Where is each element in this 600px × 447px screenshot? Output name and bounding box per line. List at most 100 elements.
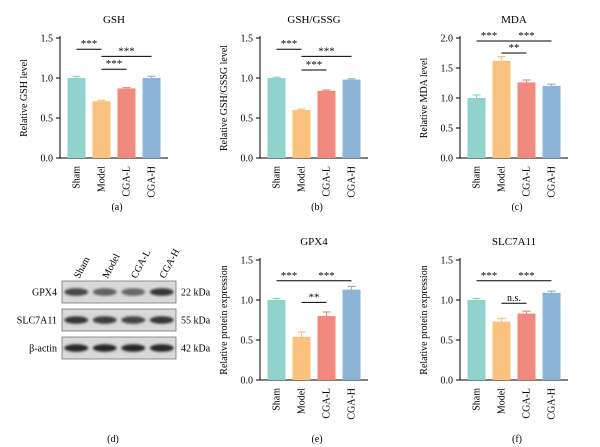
lane-label: Model bbox=[101, 252, 123, 280]
y-tick-label: 1.5 bbox=[441, 256, 454, 267]
y-tick-label: 0.5 bbox=[441, 124, 454, 135]
blot-band bbox=[121, 344, 146, 352]
y-axis-label: Relative GSH/GSSG level bbox=[219, 45, 230, 151]
bar-model bbox=[292, 110, 311, 158]
bar-sham bbox=[467, 98, 486, 158]
blot-band bbox=[92, 316, 117, 324]
protein-label: GPX4 bbox=[32, 288, 57, 299]
significance-label: *** bbox=[281, 270, 298, 282]
bar-model bbox=[492, 321, 511, 380]
x-tick-label: CGA-L bbox=[322, 166, 333, 197]
lane-label: CGA-L bbox=[129, 248, 153, 280]
panel-label: (f) bbox=[512, 434, 522, 445]
y-tick-label: 0.5 bbox=[41, 114, 54, 125]
protein-label: β-actin bbox=[29, 344, 57, 355]
significance-label: ** bbox=[309, 291, 320, 303]
blot-strip bbox=[61, 336, 177, 360]
lane-label: CGA-H bbox=[158, 247, 183, 280]
y-axis-label: Relative protein expression bbox=[219, 265, 230, 374]
x-tick-label: CGA-L bbox=[122, 166, 133, 197]
blot-band bbox=[149, 344, 174, 352]
y-tick-label: 1.0 bbox=[241, 74, 254, 85]
y-tick-label: 1.5 bbox=[41, 34, 54, 45]
western-blot-panel-d: Sham Model CGA-L CGA-H GPX4 22 kDa SLC7A11 55 k… bbox=[0, 225, 211, 447]
blot-band bbox=[149, 316, 174, 324]
x-tick-label: Sham bbox=[272, 388, 283, 411]
chart-title: GSH/GSSG bbox=[287, 14, 340, 26]
bar-cga-l bbox=[517, 313, 536, 380]
x-tick-label: CGA-H bbox=[547, 388, 558, 420]
molecular-weight-label: 22 kDa bbox=[181, 288, 211, 299]
bar-cga-l bbox=[317, 316, 336, 380]
x-tick-label: Sham bbox=[72, 166, 83, 189]
x-tick-label: CGA-H bbox=[147, 166, 158, 198]
chart-title: SLC7A11 bbox=[492, 236, 536, 248]
blot-band bbox=[121, 316, 146, 324]
bar-sham bbox=[267, 78, 286, 158]
significance-label: n.s. bbox=[507, 293, 521, 304]
chart-panel-e: GPX4 Relative protein expression 0.0 0.5 1.0… bbox=[200, 225, 400, 447]
chart-panel-a: GSH Relative GSH level 0.0 0.5 1.0 1.5 Sham Mod… bbox=[0, 0, 200, 215]
x-tick-label: Model bbox=[497, 166, 508, 192]
y-tick-label: 1.5 bbox=[241, 34, 254, 45]
x-tick-label: CGA-L bbox=[522, 166, 533, 197]
bar-cga-h bbox=[342, 289, 361, 380]
panel-label: (e) bbox=[311, 434, 322, 445]
bar-cga-h bbox=[542, 86, 561, 158]
y-tick-label: 0.0 bbox=[41, 154, 54, 165]
panel-label: (a) bbox=[111, 202, 122, 213]
significance-label: *** bbox=[318, 45, 335, 57]
panel-label: (b) bbox=[311, 202, 323, 213]
bar-cga-l bbox=[317, 90, 336, 158]
chart-panel-c: MDA Relative MDA level 0.0 0.5 1.0 1.5 2.0 Sham… bbox=[400, 0, 600, 215]
bar-cga-h bbox=[542, 292, 561, 380]
x-tick-label: CGA-H bbox=[347, 388, 358, 420]
x-tick-label: Model bbox=[97, 166, 108, 192]
significance-label: *** bbox=[481, 30, 498, 42]
y-tick-label: 0.0 bbox=[241, 376, 254, 387]
y-tick-label: 1.5 bbox=[441, 64, 454, 75]
y-tick-label: 2.0 bbox=[441, 34, 454, 45]
chart-svg: MDA Relative MDA level 0.0 0.5 1.0 1.5 2.0 Sham… bbox=[419, 14, 568, 213]
y-tick-label: 0.5 bbox=[241, 336, 254, 347]
significance-label: *** bbox=[281, 38, 298, 50]
y-tick-label: 0.0 bbox=[241, 154, 254, 165]
blot-band bbox=[92, 288, 117, 296]
panel-label: (d) bbox=[107, 434, 119, 445]
x-tick-label: Model bbox=[497, 388, 508, 414]
x-tick-label: Sham bbox=[472, 388, 483, 411]
y-tick-label: 0.5 bbox=[241, 114, 254, 125]
y-tick-label: 1.5 bbox=[241, 256, 254, 267]
significance-label: *** bbox=[318, 270, 335, 282]
blot-band bbox=[149, 288, 174, 296]
chart-title: GPX4 bbox=[300, 236, 328, 248]
significance-label: *** bbox=[518, 270, 535, 282]
blot-strip bbox=[61, 280, 177, 304]
blot-strip bbox=[61, 308, 177, 332]
chart-svg: GPX4 Relative protein expression 0.0 0.5 1.0… bbox=[219, 236, 368, 445]
bar-sham bbox=[67, 78, 86, 158]
y-tick-label: 1.0 bbox=[441, 94, 454, 105]
y-axis-label: Relative MDA level bbox=[419, 58, 430, 139]
blot-band bbox=[92, 344, 117, 352]
bar-model bbox=[92, 101, 111, 158]
blot-band bbox=[64, 316, 89, 324]
bar-cga-h bbox=[342, 79, 361, 158]
bar-cga-h bbox=[142, 78, 161, 158]
bar-cga-l bbox=[517, 82, 536, 158]
significance-label: *** bbox=[106, 58, 123, 70]
blot-band bbox=[121, 288, 146, 296]
x-tick-label: CGA-L bbox=[522, 388, 533, 419]
chart-svg: GSH/GSSG Relative GSH/GSSG level 0.0 0.5 1.0… bbox=[219, 14, 368, 213]
bar-sham bbox=[267, 300, 286, 380]
y-tick-label: 0.0 bbox=[441, 154, 454, 165]
significance-label: ** bbox=[509, 42, 520, 54]
significance-label: *** bbox=[81, 38, 98, 50]
x-tick-label: Sham bbox=[272, 166, 283, 189]
y-tick-label: 0.5 bbox=[441, 336, 454, 347]
blot-band bbox=[64, 288, 89, 296]
y-tick-label: 1.0 bbox=[41, 74, 54, 85]
molecular-weight-label: 55 kDa bbox=[181, 316, 211, 327]
chart-title: GSH bbox=[103, 14, 125, 26]
